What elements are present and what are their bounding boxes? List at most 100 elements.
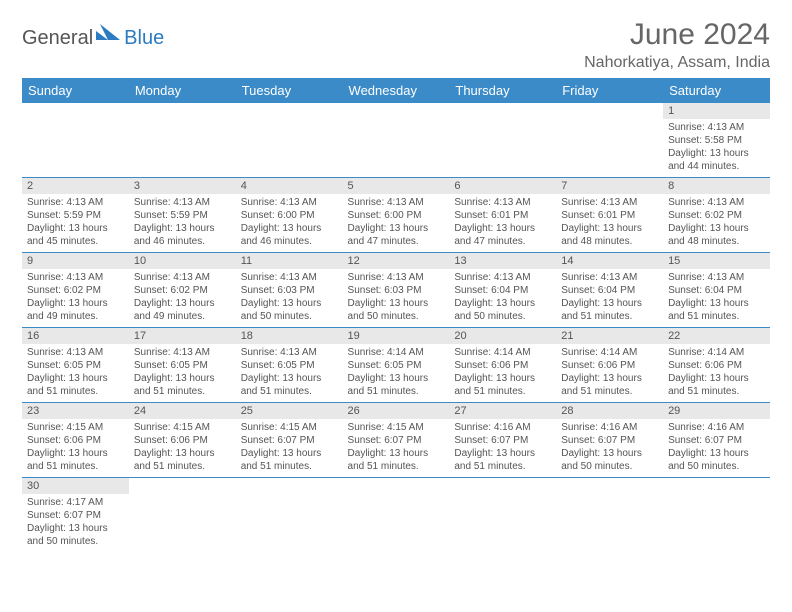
day-body: Sunrise: 4:16 AMSunset: 6:07 PMDaylight:… [556, 419, 663, 477]
day-number: 16 [22, 328, 129, 344]
day-body: Sunrise: 4:13 AMSunset: 6:04 PMDaylight:… [663, 269, 770, 327]
calendar-cell: 15Sunrise: 4:13 AMSunset: 6:04 PMDayligh… [663, 253, 770, 328]
daylight-text: Daylight: 13 hours and 51 minutes. [561, 297, 658, 323]
sunset-text: Sunset: 6:07 PM [27, 509, 124, 522]
calendar-cell: 14Sunrise: 4:13 AMSunset: 6:04 PMDayligh… [556, 253, 663, 328]
header: General Blue June 2024 Nahorkatiya, Assa… [22, 18, 770, 72]
day-body: Sunrise: 4:13 AMSunset: 6:02 PMDaylight:… [129, 269, 236, 327]
daylight-text: Daylight: 13 hours and 51 minutes. [668, 372, 765, 398]
calendar-cell [129, 478, 236, 553]
daylight-text: Daylight: 13 hours and 51 minutes. [241, 372, 338, 398]
sunset-text: Sunset: 6:06 PM [561, 359, 658, 372]
title-block: June 2024 Nahorkatiya, Assam, India [584, 18, 770, 72]
sunrise-text: Sunrise: 4:13 AM [134, 346, 231, 359]
logo-text-general: General [22, 27, 93, 50]
day-number: 12 [343, 253, 450, 269]
sunrise-text: Sunrise: 4:13 AM [454, 271, 551, 284]
sunrise-text: Sunrise: 4:13 AM [348, 271, 445, 284]
calendar-cell: 26Sunrise: 4:15 AMSunset: 6:07 PMDayligh… [343, 403, 450, 478]
calendar-table: Sunday Monday Tuesday Wednesday Thursday… [22, 78, 770, 552]
day-body: Sunrise: 4:13 AMSunset: 6:01 PMDaylight:… [449, 194, 556, 252]
daylight-text: Daylight: 13 hours and 51 minutes. [348, 372, 445, 398]
sunset-text: Sunset: 6:01 PM [561, 209, 658, 222]
day-number: 9 [22, 253, 129, 269]
sunset-text: Sunset: 6:07 PM [561, 434, 658, 447]
day-number: 2 [22, 178, 129, 194]
sunset-text: Sunset: 6:04 PM [668, 284, 765, 297]
sunset-text: Sunset: 6:05 PM [348, 359, 445, 372]
day-number: 19 [343, 328, 450, 344]
sunset-text: Sunset: 6:06 PM [668, 359, 765, 372]
daylight-text: Daylight: 13 hours and 44 minutes. [668, 147, 765, 173]
sunrise-text: Sunrise: 4:17 AM [27, 496, 124, 509]
sunset-text: Sunset: 6:04 PM [561, 284, 658, 297]
day-number [343, 478, 450, 494]
sunset-text: Sunset: 6:05 PM [134, 359, 231, 372]
calendar-cell [236, 478, 343, 553]
sunrise-text: Sunrise: 4:15 AM [348, 421, 445, 434]
day-number [556, 103, 663, 119]
day-body: Sunrise: 4:14 AMSunset: 6:06 PMDaylight:… [449, 344, 556, 402]
daylight-text: Daylight: 13 hours and 50 minutes. [348, 297, 445, 323]
day-number: 5 [343, 178, 450, 194]
daylight-text: Daylight: 13 hours and 45 minutes. [27, 222, 124, 248]
day-number: 28 [556, 403, 663, 419]
sunset-text: Sunset: 6:02 PM [27, 284, 124, 297]
sunrise-text: Sunrise: 4:15 AM [134, 421, 231, 434]
daylight-text: Daylight: 13 hours and 51 minutes. [134, 447, 231, 473]
calendar-cell: 30 Sunrise: 4:17 AMSunset: 6:07 PMDayligh… [22, 478, 129, 553]
sunrise-text: Sunrise: 4:13 AM [134, 196, 231, 209]
day-body: Sunrise: 4:16 AMSunset: 6:07 PMDaylight:… [449, 419, 556, 477]
calendar-cell: 23Sunrise: 4:15 AMSunset: 6:06 PMDayligh… [22, 403, 129, 478]
day-number: 15 [663, 253, 770, 269]
sunset-text: Sunset: 6:02 PM [668, 209, 765, 222]
sunrise-text: Sunrise: 4:13 AM [561, 196, 658, 209]
calendar-row: 16Sunrise: 4:13 AMSunset: 6:05 PMDayligh… [22, 328, 770, 403]
sunset-text: Sunset: 6:02 PM [134, 284, 231, 297]
day-number [22, 103, 129, 119]
daylight-text: Daylight: 13 hours and 50 minutes. [27, 522, 124, 548]
calendar-cell: 8Sunrise: 4:13 AMSunset: 6:02 PMDaylight… [663, 178, 770, 253]
day-body: Sunrise: 4:14 AMSunset: 6:06 PMDaylight:… [663, 344, 770, 402]
day-number: 24 [129, 403, 236, 419]
day-number: 11 [236, 253, 343, 269]
sunset-text: Sunset: 6:07 PM [348, 434, 445, 447]
sunrise-text: Sunrise: 4:16 AM [668, 421, 765, 434]
calendar-cell: 2Sunrise: 4:13 AMSunset: 5:59 PMDaylight… [22, 178, 129, 253]
sunset-text: Sunset: 5:58 PM [668, 134, 765, 147]
daylight-text: Daylight: 13 hours and 47 minutes. [454, 222, 551, 248]
day-number [236, 103, 343, 119]
calendar-cell: 9Sunrise: 4:13 AMSunset: 6:02 PMDaylight… [22, 253, 129, 328]
day-header: Sunday [22, 78, 129, 103]
day-body: Sunrise: 4:14 AMSunset: 6:06 PMDaylight:… [556, 344, 663, 402]
calendar-cell [236, 103, 343, 178]
day-body: Sunrise: 4:13 AMSunset: 6:04 PMDaylight:… [449, 269, 556, 327]
calendar-cell: 28Sunrise: 4:16 AMSunset: 6:07 PMDayligh… [556, 403, 663, 478]
day-number: 29 [663, 403, 770, 419]
calendar-cell: 10Sunrise: 4:13 AMSunset: 6:02 PMDayligh… [129, 253, 236, 328]
calendar-cell: 17Sunrise: 4:13 AMSunset: 6:05 PMDayligh… [129, 328, 236, 403]
sunrise-text: Sunrise: 4:13 AM [454, 196, 551, 209]
sunrise-text: Sunrise: 4:14 AM [561, 346, 658, 359]
daylight-text: Daylight: 13 hours and 50 minutes. [241, 297, 338, 323]
day-number: 17 [129, 328, 236, 344]
day-number: 21 [556, 328, 663, 344]
calendar-cell: 22Sunrise: 4:14 AMSunset: 6:06 PMDayligh… [663, 328, 770, 403]
calendar-cell: 1Sunrise: 4:13 AMSunset: 5:58 PMDaylight… [663, 103, 770, 178]
sunset-text: Sunset: 6:05 PM [241, 359, 338, 372]
day-body: Sunrise: 4:14 AMSunset: 6:05 PMDaylight:… [343, 344, 450, 402]
calendar-row: 30 Sunrise: 4:17 AMSunset: 6:07 PMDayligh… [22, 478, 770, 553]
daylight-text: Daylight: 13 hours and 51 minutes. [27, 372, 124, 398]
sunset-text: Sunset: 5:59 PM [134, 209, 231, 222]
calendar-cell [449, 478, 556, 553]
day-body: Sunrise: 4:13 AMSunset: 6:05 PMDaylight:… [236, 344, 343, 402]
day-number: 30 [22, 478, 129, 494]
calendar-cell [556, 478, 663, 553]
day-number: 1 [663, 103, 770, 119]
day-number [556, 478, 663, 494]
day-number [663, 478, 770, 494]
calendar-cell: 12Sunrise: 4:13 AMSunset: 6:03 PMDayligh… [343, 253, 450, 328]
sunset-text: Sunset: 6:03 PM [241, 284, 338, 297]
calendar-cell: 21Sunrise: 4:14 AMSunset: 6:06 PMDayligh… [556, 328, 663, 403]
sunset-text: Sunset: 6:07 PM [454, 434, 551, 447]
